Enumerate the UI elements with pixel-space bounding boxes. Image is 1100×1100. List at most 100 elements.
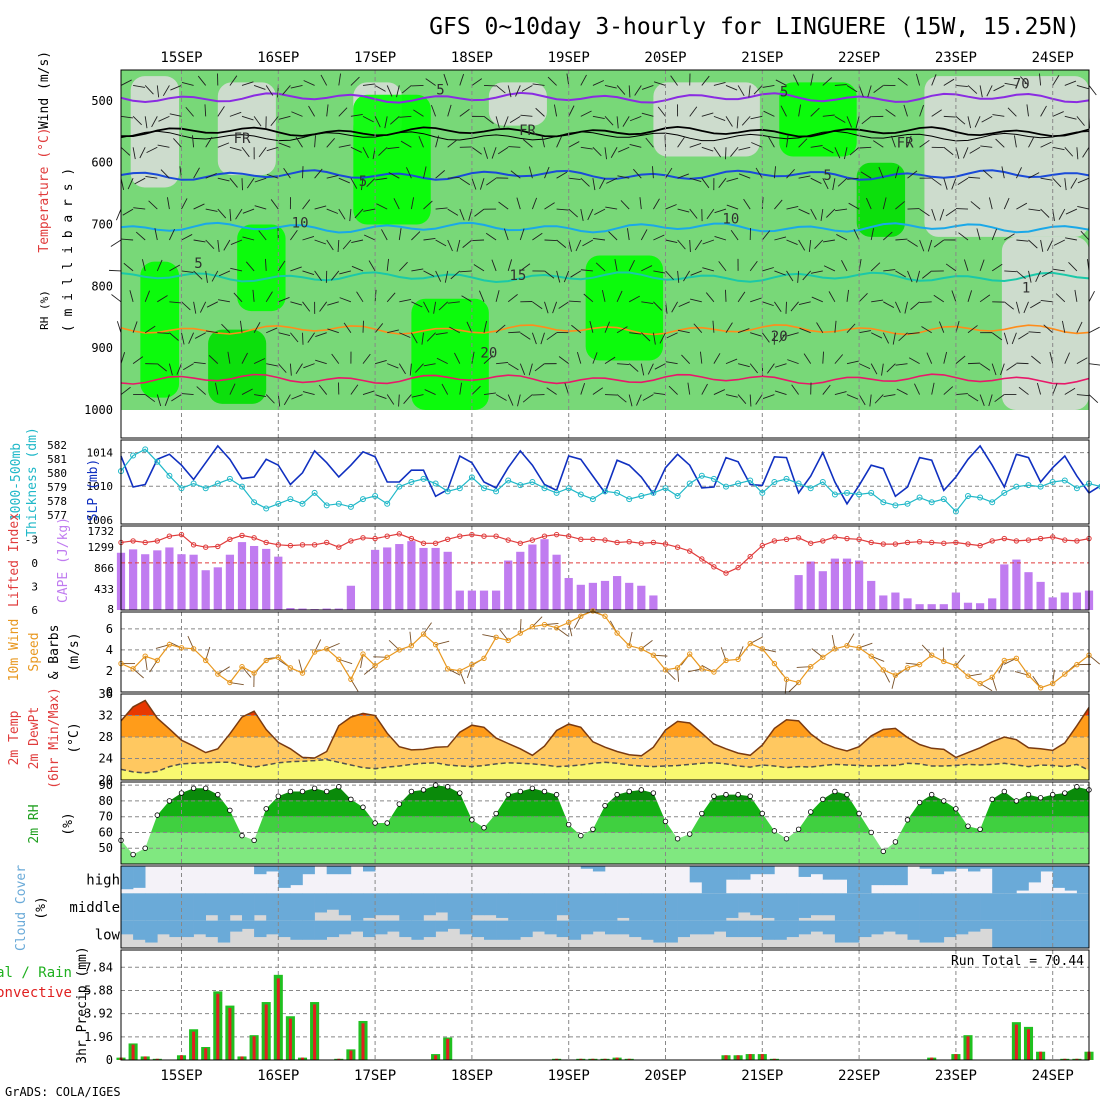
- wind-tick-label: 4: [106, 643, 113, 657]
- li-tick-label: 3: [31, 580, 38, 593]
- rh-point: [699, 810, 705, 817]
- cloud-cover-cell: [713, 893, 727, 921]
- wind-barb: [955, 85, 968, 88]
- cloud-cover-cell: [701, 920, 715, 935]
- wind-barb: [798, 208, 810, 215]
- wind-barb: [592, 387, 604, 395]
- wind-barb: [749, 260, 758, 272]
- cape-bar: [455, 590, 464, 610]
- wind-barb: [846, 116, 853, 128]
- wind-barb: [639, 197, 642, 210]
- wind-barb: [181, 301, 191, 311]
- rh-point: [396, 801, 402, 807]
- wind-barb: [774, 199, 783, 210]
- wind-barb: [387, 329, 399, 334]
- wind-barb: [435, 170, 446, 179]
- lifted-index-point: [142, 539, 148, 546]
- cloud-cover-cell: [810, 920, 824, 932]
- wind-tick-label: 6: [106, 622, 113, 636]
- cloud-cover-cell: [556, 893, 569, 916]
- wind-barb: [532, 301, 543, 310]
- cloud-cover-cell: [290, 920, 303, 940]
- cloud-cover-cell: [895, 893, 908, 921]
- wind-barb: [858, 394, 866, 406]
- wind-barb: [1064, 387, 1076, 395]
- cloud-cover-cell: [992, 920, 1005, 948]
- wind-barb: [604, 85, 617, 89]
- wind-barb: [356, 291, 364, 303]
- wind-barb: [907, 270, 913, 283]
- cape-bar: [988, 598, 997, 610]
- wind-speed-point: [735, 656, 741, 663]
- precip-tick-label: 3.92: [84, 1007, 113, 1021]
- thickness-point: [456, 485, 463, 492]
- thickness-point: [892, 502, 899, 509]
- wind-barb: [508, 146, 521, 148]
- wind-barb: [193, 361, 206, 365]
- wind-speed-point: [1001, 657, 1007, 664]
- wind-barb: [303, 363, 315, 369]
- lifted-index-point: [747, 553, 753, 560]
- wind-barb: [1028, 136, 1035, 148]
- cloud-cover-cell: [229, 920, 243, 932]
- date-tick-label-top: 16SEP: [257, 50, 299, 66]
- thickness-point: [154, 458, 161, 465]
- wind-barb: [1011, 332, 1017, 345]
- rh-point: [674, 836, 681, 842]
- cloud-cover-cell: [1064, 866, 1078, 891]
- wind-barb: [558, 301, 569, 309]
- wind-barb: [169, 301, 182, 304]
- wind-barb: [991, 332, 1003, 341]
- wind-barb: [241, 178, 243, 191]
- wind-barb: [629, 115, 642, 122]
- precip-convective-bar: [131, 1044, 135, 1060]
- cape-bar: [818, 571, 827, 610]
- cloud-cover-cell: [653, 893, 666, 921]
- cloud-cover-cell: [508, 893, 521, 921]
- rh-point: [687, 831, 693, 837]
- thickness-point: [602, 488, 608, 495]
- lifted-index-point: [166, 533, 173, 539]
- lifted-index-point: [868, 539, 874, 546]
- wind-barb: [725, 289, 727, 302]
- wind-barb: [162, 85, 170, 97]
- wind-speed-point: [1013, 655, 1020, 662]
- wind-barb: [921, 326, 932, 334]
- contour-label: 1: [1022, 281, 1030, 297]
- thickness-point: [444, 488, 451, 495]
- wind-barb: [870, 228, 875, 241]
- wind-barb: [435, 135, 440, 148]
- temperature-contour: [120, 130, 1090, 142]
- wind-barb: [528, 166, 533, 179]
- cloud-cover-cell: [955, 920, 969, 935]
- li-tick-label: 0: [31, 557, 38, 570]
- wind-barb: [314, 168, 323, 179]
- wind-speed-point: [227, 679, 233, 686]
- wind-barb: [919, 104, 925, 117]
- wind-barb: [1028, 172, 1040, 179]
- wind-barb: [618, 146, 630, 153]
- precip-convective-bar: [1063, 1058, 1067, 1060]
- wind-barb: [616, 394, 627, 403]
- wind-speed-point: [360, 651, 366, 657]
- wind-barb: [713, 115, 726, 121]
- wind-barb: [1030, 301, 1041, 309]
- wind-barb: [571, 324, 582, 334]
- wind-barb: [319, 301, 328, 312]
- wind-barb: [808, 239, 812, 252]
- thickness-tick-label: 581: [47, 453, 67, 466]
- thickness-point: [1073, 485, 1080, 492]
- wind-barb: [834, 354, 844, 364]
- lifted-index-point: [711, 564, 717, 570]
- cloud-cover-cell: [859, 893, 872, 921]
- wind-barb: [755, 394, 763, 405]
- thickness-point: [239, 483, 245, 490]
- wind-barb: [743, 198, 751, 210]
- wind-speed-point: [408, 642, 415, 649]
- wind-barb: [714, 208, 727, 214]
- lifted-index-point: [953, 539, 959, 546]
- date-tick-label-bottom: 18SEP: [451, 1068, 493, 1084]
- wind-barb: [374, 323, 384, 334]
- cape-bar: [322, 608, 331, 610]
- wind-barb: [786, 135, 789, 148]
